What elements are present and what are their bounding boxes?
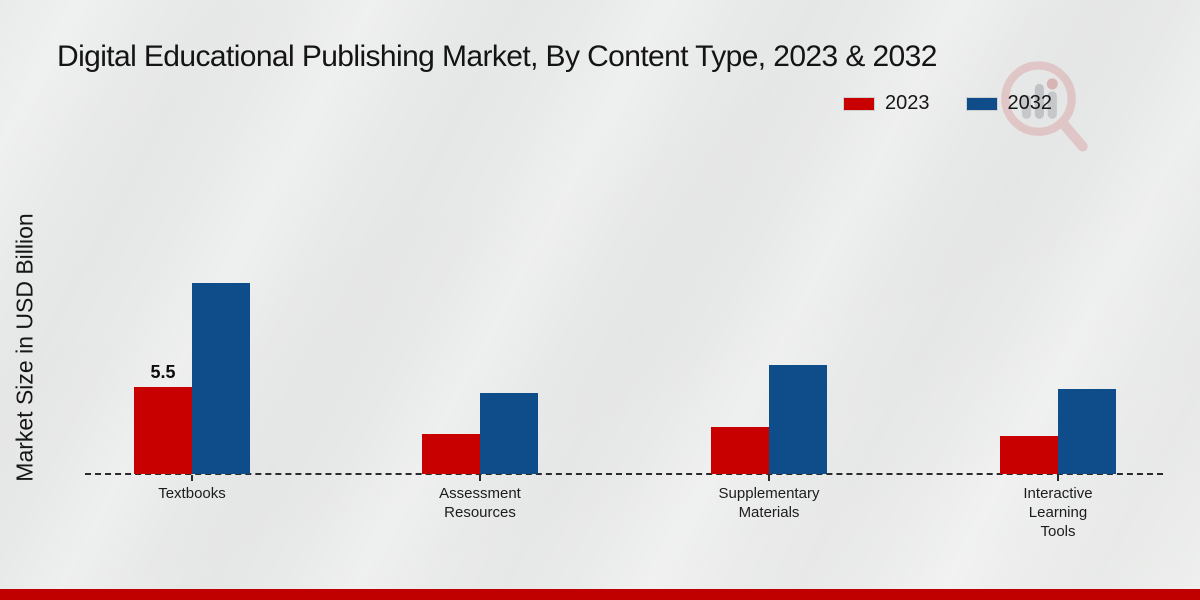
legend-swatch-icon-2023 <box>843 96 875 111</box>
category-label-line: Tools <box>1040 523 1076 540</box>
x-axis-line <box>85 473 1163 475</box>
category-label-textbooks: Textbooks <box>102 484 282 503</box>
category-label-line: Supplementary <box>718 485 820 502</box>
legend-item-2032: 2032 <box>965 92 1053 115</box>
x-axis-tick-interactive-learning-tools <box>1057 475 1059 481</box>
legend-swatch-icon-2032 <box>965 96 998 111</box>
bar-2023-assessment-resources <box>422 434 480 474</box>
bar-2023-textbooks <box>134 386 192 474</box>
footer-bar <box>0 589 1200 600</box>
legend-label-2032: 2032 <box>1007 92 1053 114</box>
chart-title: Digital Educational Publishing Market, B… <box>57 40 937 73</box>
category-label-line: Interactive <box>1023 485 1093 502</box>
category-label-interactive-learning-tools: Interactive Learning Tools <box>968 484 1148 541</box>
category-label-line: Learning <box>1028 504 1088 521</box>
x-axis-tick-supplementary-materials <box>768 475 770 481</box>
bar-2032-interactive-learning-tools <box>1058 388 1116 474</box>
legend-item-2023: 2023 <box>843 92 930 115</box>
category-label-assessment-resources: Assessment Resources <box>390 484 570 522</box>
category-label-line: Assessment <box>439 485 521 502</box>
bar-value-label-2023-textbooks: 5.5 <box>150 361 176 382</box>
legend: 2023 2032 <box>843 92 1052 115</box>
category-label-line: Resources <box>444 504 516 521</box>
category-label-supplementary-materials: Supplementary Materials <box>679 484 859 522</box>
bar-2023-interactive-learning-tools <box>1000 436 1058 474</box>
category-label-line: Textbooks <box>158 485 226 502</box>
magnifier-bar-chart-logo-icon <box>1001 61 1088 152</box>
category-label-line: Materials <box>738 504 800 521</box>
bar-2032-textbooks <box>192 282 250 474</box>
bar-2032-assessment-resources <box>480 393 538 474</box>
legend-label-2023: 2023 <box>885 92 930 114</box>
bar-2032-supplementary-materials <box>769 364 827 474</box>
x-axis-tick-textbooks <box>191 475 193 481</box>
x-axis-tick-assessment-resources <box>479 475 481 481</box>
bar-2023-supplementary-materials <box>711 426 769 474</box>
